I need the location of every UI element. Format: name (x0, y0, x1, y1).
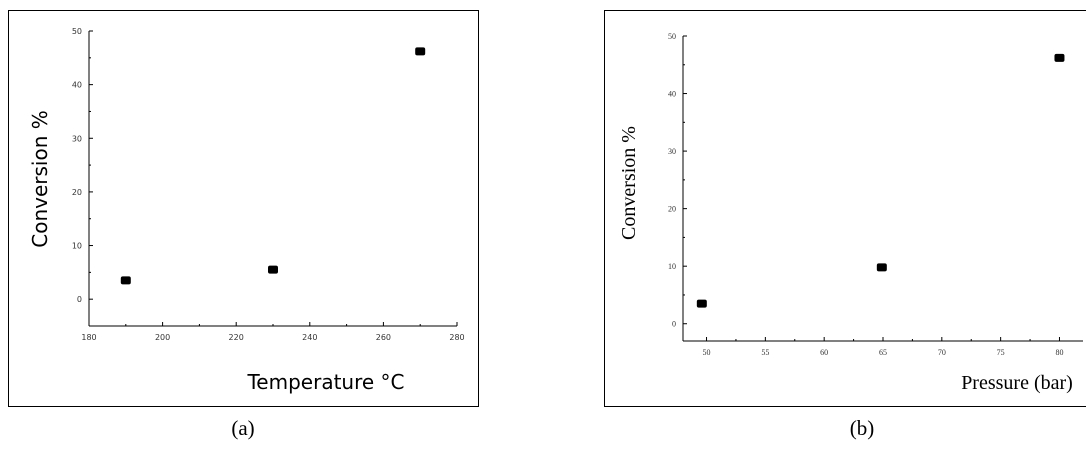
y-tick-label: 40 (72, 81, 82, 90)
x-axis-label: Pressure (bar) (961, 372, 1073, 394)
x-tick-label: 220 (229, 333, 244, 342)
x-axis-label: Temperature °C (246, 370, 404, 394)
y-tick-label: 20 (668, 205, 676, 214)
x-tick-label: 70 (938, 348, 946, 357)
y-tick-label: 30 (72, 134, 82, 143)
x-tick-label: 180 (81, 333, 96, 342)
y-tick-label: 10 (668, 262, 676, 271)
x-tick-label: 50 (703, 348, 711, 357)
data-point (1054, 53, 1065, 62)
y-tick-label: 20 (72, 188, 82, 197)
y-axis-label: Conversion % (28, 110, 52, 248)
data-point (696, 299, 707, 308)
x-tick-label: 75 (997, 348, 1005, 357)
y-tick-label: 50 (72, 27, 82, 36)
data-point (268, 265, 278, 274)
y-tick-label: 10 (72, 242, 82, 251)
y-tick-label: 40 (668, 90, 676, 99)
y-tick-label: 0 (77, 295, 82, 304)
x-tick-label: 240 (302, 333, 317, 342)
caption-b: (b) (849, 416, 875, 440)
x-tick-label: 65 (879, 348, 887, 357)
x-tick-label: 280 (449, 333, 464, 342)
x-tick-label: 55 (761, 348, 769, 357)
chart-b: 0 10 20 30 40 50 50 55 60 65 70 75 80 Pressure (bar) C… (618, 32, 1083, 394)
chart-panel-b: 0 10 20 30 40 50 50 55 60 65 70 75 80 Pressure (bar) C… (604, 10, 1086, 407)
y-tick-label: 0 (672, 320, 676, 329)
y-tick-label: 50 (668, 32, 676, 41)
chart-a: 0 10 20 30 40 50 180 200 220 240 260 280 Temperature… (28, 27, 465, 394)
y-axis-label: Conversion % (618, 126, 640, 240)
caption-a: (a) (231, 416, 255, 440)
x-tick-label: 260 (376, 333, 391, 342)
x-tick-label: 80 (1055, 348, 1063, 357)
x-tick-label: 60 (820, 348, 828, 357)
x-tick-label: 200 (155, 333, 170, 342)
data-point (415, 47, 426, 56)
y-tick-label: 30 (668, 147, 676, 156)
data-point (120, 276, 131, 285)
chart-panel-a: 0 10 20 30 40 50 180 200 220 240 260 280 Temperature… (8, 10, 479, 407)
data-point (876, 263, 887, 272)
